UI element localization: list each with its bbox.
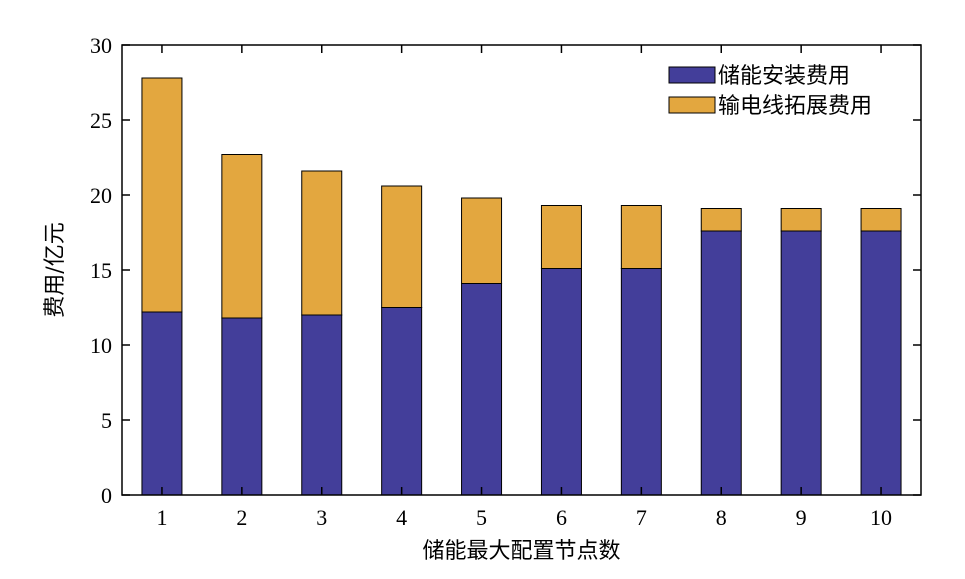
- legend-label-storage-cost: 储能安装费用: [718, 64, 850, 89]
- bar-line-expansion-9: [780, 208, 822, 232]
- x-tick-label-9: 9: [796, 505, 807, 530]
- bar-line-expansion-1: [141, 77, 183, 313]
- bar-line-expansion-6: [540, 205, 582, 269]
- y-tick-label-10: 10: [90, 333, 112, 358]
- bar-storage-install-5: [461, 283, 503, 496]
- bar-line-expansion-5: [461, 197, 503, 284]
- y-tick-label-5: 5: [101, 408, 112, 433]
- bar-storage-install-9: [780, 230, 822, 496]
- legend-swatch-line-expansion-cost: [668, 96, 716, 114]
- bar-storage-install-8: [700, 230, 742, 496]
- y-tick-label-0: 0: [101, 483, 112, 508]
- y-tick-label-20: 20: [90, 183, 112, 208]
- y-tick-label-30: 30: [90, 33, 112, 58]
- x-tick-label-2: 2: [236, 505, 247, 530]
- x-tick-label-4: 4: [396, 505, 407, 530]
- bar-line-expansion-2: [221, 154, 263, 319]
- bar-line-expansion-7: [620, 205, 662, 269]
- x-tick-label-1: 1: [156, 505, 167, 530]
- x-tick-label-8: 8: [716, 505, 727, 530]
- y-axis-title: 费用/亿元: [43, 222, 68, 317]
- bar-storage-install-2: [221, 317, 263, 496]
- bar-line-expansion-3: [301, 170, 343, 316]
- legend-swatch-storage-cost: [668, 66, 716, 84]
- bar-storage-install-1: [141, 311, 183, 496]
- x-tick-label-10: 10: [870, 505, 892, 530]
- bar-line-expansion-8: [700, 208, 742, 232]
- bar-storage-install-7: [620, 268, 662, 496]
- y-tick-label-15: 15: [90, 258, 112, 283]
- ticks-layer: 0 5 10 15 20 25 30 1 2 3 4 5 6 7 8 9 10: [90, 33, 921, 530]
- y-tick-label-25: 25: [90, 108, 112, 133]
- legend: 储能安装费用 输电线拓展费用: [668, 64, 872, 119]
- bar-storage-install-10: [860, 230, 902, 496]
- bar-line-expansion-4: [381, 185, 423, 308]
- x-axis-title: 储能最大配置节点数: [422, 539, 620, 564]
- bars-layer: [141, 77, 902, 496]
- legend-label-line-expansion-cost: 输电线拓展费用: [718, 94, 872, 119]
- bar-storage-install-4: [381, 307, 423, 496]
- x-tick-label-6: 6: [556, 505, 567, 530]
- bar-storage-install-6: [540, 268, 582, 496]
- bar-storage-install-3: [301, 314, 343, 496]
- x-tick-label-5: 5: [476, 505, 487, 530]
- x-tick-label-3: 3: [316, 505, 327, 530]
- bar-line-expansion-10: [860, 208, 902, 232]
- x-tick-label-7: 7: [636, 505, 647, 530]
